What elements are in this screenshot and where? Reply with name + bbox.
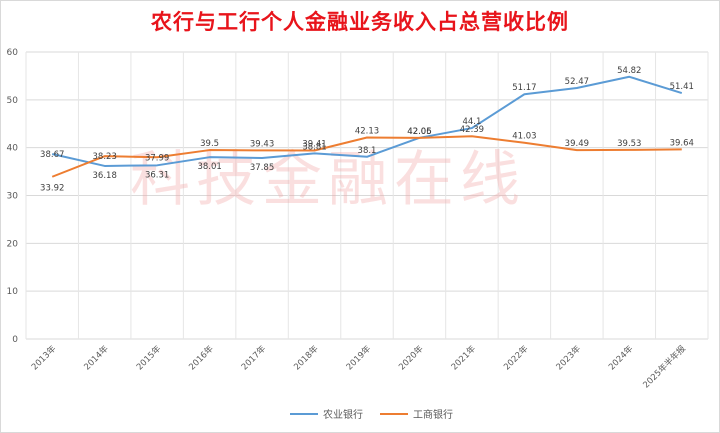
legend-label: 农业银行: [323, 408, 363, 421]
data-label: 51.41: [670, 82, 694, 92]
data-label: 39.43: [250, 139, 274, 149]
data-label: 38.23: [93, 152, 117, 162]
series-lines: [51, 75, 683, 178]
data-label: 39.41: [302, 139, 326, 149]
x-tick-label: 2019年: [344, 343, 373, 372]
series-line-icbc: [51, 135, 682, 178]
x-tick-label: 2020年: [396, 343, 425, 372]
data-label: 54.82: [617, 66, 641, 76]
data-label: 33.92: [40, 184, 64, 194]
data-label: 39.64: [670, 138, 694, 148]
legend-item-abc: 农业银行: [290, 408, 363, 421]
data-label: 36.31: [145, 170, 169, 180]
data-label: 44.1: [462, 117, 481, 127]
legend-label: 工商银行: [413, 408, 453, 421]
data-label: 42.06: [407, 127, 431, 137]
data-label: 42.39: [460, 125, 484, 135]
y-tick-label: 0: [12, 335, 18, 345]
x-tick-label: 2013年: [29, 343, 58, 372]
y-tick-label: 60: [7, 48, 19, 58]
x-tick-label: 2016年: [187, 343, 216, 372]
y-tick-label: 40: [7, 144, 19, 154]
x-tick-label: 2024年: [606, 343, 635, 372]
legend-item-icbc: 工商银行: [380, 408, 453, 421]
x-tick-label: 2022年: [501, 343, 530, 372]
legend: 农业银行 工商银行: [290, 408, 453, 421]
data-label: 39.49: [565, 139, 589, 149]
data-label: 39.5: [200, 139, 219, 149]
x-tick-label: 2018年: [292, 343, 321, 372]
data-label: 38.81: [302, 142, 326, 152]
data-label: 37.99: [145, 153, 169, 163]
y-tick-label: 20: [7, 239, 19, 249]
data-label: 41.03: [512, 132, 536, 142]
x-tick-label: 2023年: [554, 343, 583, 372]
x-axis-ticks: 2013年 2014年 2015年 2016年 2017年 2018年 2019年 2020年…: [29, 343, 688, 390]
x-tick-label: 2015年: [134, 343, 163, 372]
data-label: 37.85: [250, 163, 274, 173]
x-tick-label: 2014年: [82, 343, 111, 372]
x-tick-label: 2021年: [449, 343, 478, 372]
data-label: 38.1: [358, 146, 377, 156]
data-label: 42.05: [407, 127, 431, 137]
y-tick-label: 30: [7, 192, 19, 202]
chart-title: 农行与工行个人金融业务收入占总营收比例: [151, 9, 569, 34]
data-label: 38.67: [40, 150, 64, 160]
data-label: 52.47: [565, 77, 589, 87]
y-tick-label: 50: [7, 96, 19, 106]
x-tick-label: 2017年: [239, 343, 268, 372]
watermark: 科技金融在线: [130, 145, 526, 215]
y-axis-ticks: 0 10 20 30 40 50 60: [7, 48, 19, 345]
x-tick-label: 2025年半年报: [641, 343, 688, 390]
series-line-abc: [52, 75, 683, 167]
y-tick-label: 10: [7, 287, 19, 297]
data-label: 39.53: [617, 139, 641, 149]
data-label: 38.01: [197, 162, 221, 172]
data-label: 36.18: [93, 171, 117, 181]
data-label: 42.13: [355, 126, 379, 136]
data-label: 51.17: [512, 83, 536, 93]
gridlines: [25, 51, 709, 340]
